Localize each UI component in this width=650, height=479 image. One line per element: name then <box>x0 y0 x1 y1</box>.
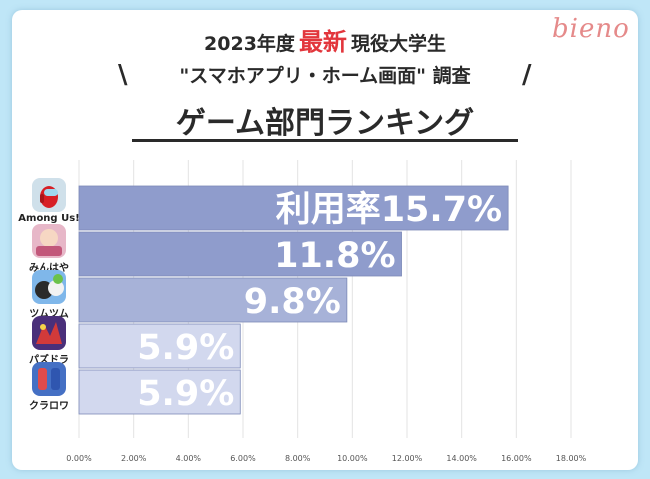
clash-royale-icon <box>32 362 66 396</box>
app-label: クラロワ <box>29 401 69 412</box>
app-entry: ツムツム <box>14 270 84 320</box>
bar <box>78 277 348 323</box>
title-line-2: "スマホアプリ・ホーム画面" 調査 <box>179 65 471 87</box>
title-subject: 現役大学生 <box>350 33 446 55</box>
x-tick-label: 2.00% <box>121 454 147 463</box>
tsum-tsum-icon <box>32 270 66 304</box>
bar <box>78 323 241 369</box>
puzzle-dragons-icon <box>32 316 66 350</box>
bar <box>78 231 402 277</box>
x-tick-label: 10.00% <box>337 454 368 463</box>
app-label: パズドラ <box>29 355 69 366</box>
title-accent: 最新 <box>298 28 347 56</box>
app-label: Among Us! <box>18 213 80 224</box>
chart-title: ゲーム部門ランキング <box>175 106 475 141</box>
title-year: 2023年度 <box>204 33 295 55</box>
x-tick-label: 4.00% <box>176 454 202 463</box>
bar <box>78 185 509 231</box>
bar <box>78 369 241 415</box>
app-entry: クラロワ <box>14 362 84 412</box>
app-entry: Among Us! <box>14 178 84 224</box>
slash-left: \ <box>118 60 128 90</box>
bieno-logo: bieno <box>552 14 630 44</box>
bar-value-label: 11.8% <box>274 236 395 276</box>
app-entry: パズドラ <box>14 316 84 366</box>
x-tick-label: 6.00% <box>230 454 256 463</box>
bar-value-label: 5.9% <box>137 374 234 414</box>
x-tick-label: 14.00% <box>446 454 477 463</box>
x-tick-label: 16.00% <box>501 454 532 463</box>
bar-value-label: 9.8% <box>244 282 341 322</box>
x-tick-label: 8.00% <box>285 454 311 463</box>
bar-value-label: 利用率15.7% <box>276 190 502 230</box>
x-tick-label: 18.00% <box>556 454 587 463</box>
app-label: ツムツム <box>29 309 69 320</box>
title-underline <box>132 139 518 142</box>
app-label: みんはや <box>29 263 69 274</box>
app-entry: みんはや <box>14 224 84 274</box>
x-tick-label: 0.00% <box>66 454 92 463</box>
minhaya-icon <box>32 224 66 258</box>
slash-right: / <box>522 60 532 90</box>
x-tick-label: 12.00% <box>392 454 423 463</box>
title-line-1: 2023年度 最新 現役大学生 <box>0 22 650 57</box>
bar-value-label: 5.9% <box>137 328 234 368</box>
among-us-icon <box>32 178 66 212</box>
